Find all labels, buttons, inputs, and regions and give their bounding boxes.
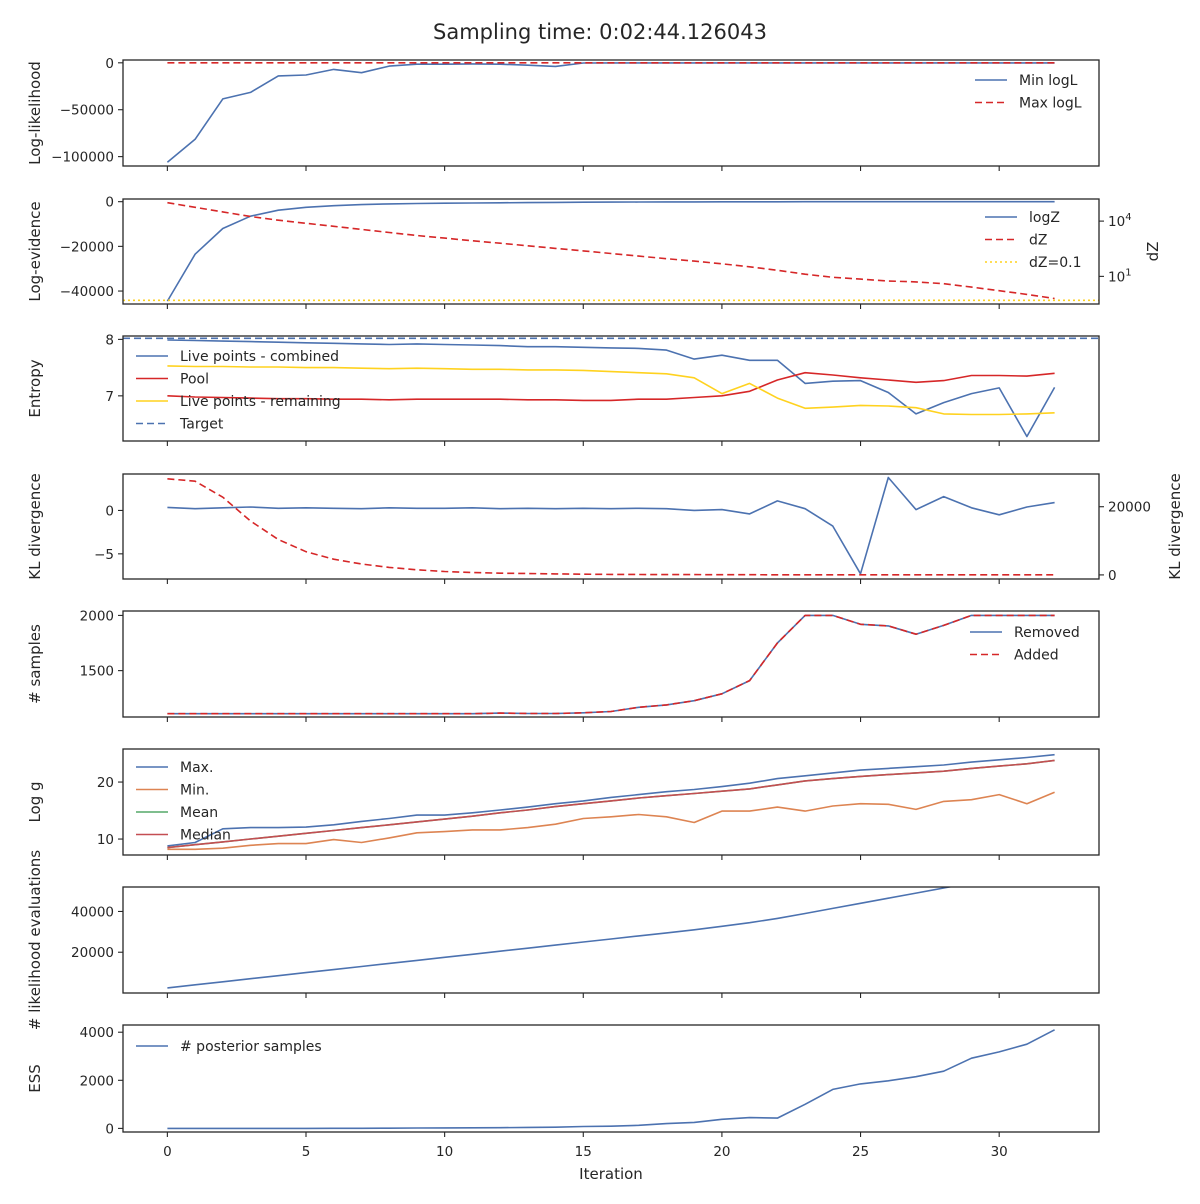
panel-2-ytick-label-3: −40000 — [60, 284, 114, 300]
panel-7-ytick-label-2: 20000 — [71, 945, 114, 961]
panel-8-series-1-line — [167, 1029, 1055, 1130]
panel-8-ylabel: ESS — [26, 1064, 44, 1093]
panel-1-ytick-label-3: −100000 — [51, 150, 114, 166]
panel-6-legend-label-2: Min. — [180, 783, 209, 799]
panel-2-ytick-label-1: 0 — [105, 195, 114, 211]
panel-8-frame — [122, 1024, 1100, 1133]
xtick-label-5: 20 — [713, 1144, 730, 1160]
panel-2-frame — [122, 198, 1100, 305]
panel-3-legend-label-2: Pool — [180, 372, 209, 388]
panel-6-legend-label-4: Median — [180, 828, 231, 844]
panel-3-ylabel: Entropy — [26, 359, 44, 417]
panel-7-ylabel: # likelihood evaluations — [26, 850, 44, 1030]
panel-3-series-2-line — [167, 371, 1055, 402]
panel-5-series-1-line — [167, 614, 1055, 715]
panel-4-series-2-line — [167, 478, 1055, 576]
xtick-label-2: 5 — [302, 1144, 311, 1160]
panel-2-legend-label-1: logZ — [1029, 210, 1060, 226]
panel-3-frame — [122, 335, 1100, 442]
panel-5-series-2-line — [167, 614, 1055, 715]
panel-2-series-1-line — [166, 200, 1055, 302]
panel-2-series-2-line — [167, 201, 1055, 300]
panel-4-ytick-label-2: −5 — [94, 547, 114, 563]
panel-5-legend-label-1: Removed — [1014, 625, 1080, 641]
panel-1-ytick-label-1: 0 — [105, 56, 114, 72]
panel-2-ytick-label-2: −20000 — [60, 239, 114, 255]
panel-4-ytick-label-1: 0 — [105, 503, 114, 519]
panel-6-frame — [122, 748, 1100, 856]
panel-5-ylabel: # samples — [26, 624, 44, 704]
xtick-label-3: 10 — [436, 1144, 453, 1160]
panel-4-ylabel: KL divergence — [26, 473, 44, 579]
panel-4-series-1-line — [167, 476, 1055, 575]
panel-3-legend-label-1: Live points - combined — [180, 349, 339, 365]
panel-1-ytick-label-2: −50000 — [60, 103, 114, 119]
panel-2-legend-label-3: dZ=0.1 — [1029, 255, 1081, 271]
panel-6-ytick-label-2: 10 — [97, 832, 114, 848]
panel-1-frame — [122, 59, 1100, 167]
panel-8-legend-label-1: # posterior samples — [180, 1039, 322, 1055]
panel-6-ylabel: Log g — [26, 781, 44, 822]
panel-7-series-1-line — [167, 887, 954, 989]
panel-3-legend-label-3: Live points - remaining — [180, 394, 341, 410]
panel-5-frame — [122, 610, 1100, 718]
xtick-label-1: 0 — [163, 1144, 172, 1160]
panel-6-series-2-line — [167, 791, 1055, 851]
panel-7-frame — [122, 886, 1100, 994]
panel-8-ytick-label-2: 2000 — [80, 1073, 114, 1089]
panel-2-right-ytick-label-2: 101 — [1108, 267, 1132, 285]
panel-2-legend-label-2: dZ — [1029, 233, 1047, 249]
xtick-label-4: 15 — [575, 1144, 592, 1160]
panel-8-ytick-label-3: 0 — [105, 1121, 114, 1137]
panel-4-right-ytick-label-1: 20000 — [1108, 500, 1151, 516]
figure-title: Sampling time: 0:02:44.126043 — [433, 20, 767, 44]
panel-1-ylabel: Log-likelihood — [26, 61, 44, 165]
panel-6-series-1-line — [167, 753, 1055, 847]
panel-6-series-4-line — [167, 759, 1055, 849]
panel-1-legend-label-2: Max logL — [1019, 96, 1082, 112]
panel-5-legend-label-2: Added — [1014, 648, 1059, 664]
panel-7-ytick-label-1: 40000 — [71, 904, 114, 920]
panel-3-ytick-label-1: 8 — [105, 332, 114, 348]
panel-3-legend-label-4: Target — [179, 417, 224, 433]
panel-4-ylabel-right: KL divergence — [1166, 473, 1184, 579]
panel-4-frame — [122, 473, 1100, 580]
panel-8-ytick-label-1: 4000 — [80, 1025, 114, 1041]
xtick-label-7: 30 — [991, 1144, 1008, 1160]
panel-6-legend-label-3: Mean — [180, 805, 218, 821]
panel-3-ytick-label-2: 7 — [105, 389, 114, 405]
panel-1-series-1-line — [166, 62, 1055, 163]
panel-3-series-3-line — [167, 365, 1055, 416]
panel-2-right-ytick-label-1: 104 — [1108, 212, 1132, 230]
panel-1-legend-label-1: Min logL — [1019, 73, 1078, 89]
panel-5-ytick-label-2: 1500 — [80, 664, 114, 680]
panel-2-ylabel-right: dZ — [1144, 242, 1162, 262]
panel-2-ylabel: Log-evidence — [26, 201, 44, 301]
xtick-label-6: 25 — [852, 1144, 869, 1160]
panel-4-right-ytick-label-2: 0 — [1108, 568, 1117, 584]
panel-5-ytick-label-1: 2000 — [80, 608, 114, 624]
x-axis-label: Iteration — [579, 1165, 643, 1183]
panel-6-ytick-label-1: 20 — [97, 775, 114, 791]
panel-6-legend-label-1: Max. — [180, 760, 213, 776]
